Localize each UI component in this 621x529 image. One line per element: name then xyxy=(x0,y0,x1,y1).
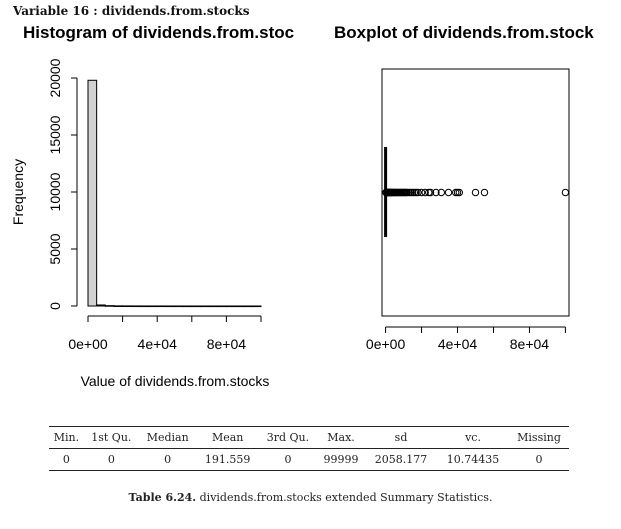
histogram-x-tick-label: 8e+04 xyxy=(207,336,247,352)
histogram-bar xyxy=(191,305,201,308)
variable-title: Variable 16 : dividends.from.stocks xyxy=(13,4,250,18)
histogram-x-tick-label: 0e+00 xyxy=(68,336,108,352)
value-cell: 0 xyxy=(138,448,197,471)
boxplot-outlier xyxy=(417,188,426,197)
histogram-bar xyxy=(243,305,253,308)
histogram-y-tick-label: 10000 xyxy=(47,172,63,211)
histogram-y-tick-label: 0 xyxy=(47,302,63,310)
variable-name: dividends.from.stocks xyxy=(101,4,250,18)
histogram-xlabel: Value of dividends.from.stocks xyxy=(81,373,270,389)
histogram-bar xyxy=(182,305,193,308)
boxplot-outlier xyxy=(432,188,440,197)
boxplot-x-tick-label: 0e+00 xyxy=(366,336,406,352)
table-caption: Table 6.24. dividends.from.stocks extend… xyxy=(0,491,621,504)
value-cell: 2058.177 xyxy=(365,448,438,471)
caption-label: Table 6.24. xyxy=(128,491,197,504)
value-cell: 0 xyxy=(83,448,139,471)
histogram-bar xyxy=(208,305,219,308)
histogram-title: Histogram of dividends.from.stoc xyxy=(23,23,294,42)
boxplot-x-tick-label: 4e+04 xyxy=(438,336,478,352)
boxplot: 0e+00 4e+04 8e+04 xyxy=(366,68,570,352)
histogram-bar xyxy=(217,305,227,308)
value-cell: 0 xyxy=(509,448,569,471)
table-row: 0 0 0 191.559 0 99999 2058.177 10.74435 … xyxy=(49,448,569,471)
header-cell: 1st Qu. xyxy=(83,426,139,449)
boxplot-outlier xyxy=(455,188,464,197)
boxplot-outlier xyxy=(444,188,453,197)
histogram-bar xyxy=(130,305,141,308)
boxplot-outlier xyxy=(471,188,480,197)
header-cell: 3rd Qu. xyxy=(258,426,318,449)
histogram-bar xyxy=(96,304,106,307)
boxplot-outlier xyxy=(437,188,446,197)
histogram-x-tick-label: 4e+04 xyxy=(138,336,178,352)
boxplot-title: Boxplot of dividends.from.stock xyxy=(334,23,594,42)
value-cell: 0 xyxy=(49,448,84,471)
header-cell: Mean xyxy=(196,426,259,449)
boxplot-outlier xyxy=(561,188,570,197)
value-cell: 99999 xyxy=(317,448,366,471)
histogram-bar xyxy=(174,305,184,308)
boxplot-outlier xyxy=(426,188,435,197)
histogram-y-tick-label: 5000 xyxy=(47,233,63,264)
table-header-row: Min. 1st Qu. Median Mean 3rd Qu. Max. sd… xyxy=(49,426,569,449)
boxplot-x-tick-label: 8e+04 xyxy=(510,336,550,352)
histogram-ylabel: Frequency xyxy=(10,159,26,225)
histogram-bar xyxy=(148,305,158,308)
histogram-bar xyxy=(113,305,124,307)
header-cell: Missing xyxy=(509,426,569,449)
boxplot-outlier xyxy=(414,188,422,197)
histogram-bar xyxy=(225,305,236,308)
summary-statistics-table: Min. 1st Qu. Median Mean 3rd Qu. Max. sd… xyxy=(49,426,569,471)
boxplot-outlier xyxy=(421,188,429,197)
histogram: 0e+00 4e+04 8e+04 0 5000 10000 15000 20000 xyxy=(47,58,262,352)
histogram-bar xyxy=(139,305,150,308)
value-cell: 0 xyxy=(258,448,318,471)
histogram-bar xyxy=(234,305,245,308)
histogram-bar xyxy=(87,79,98,307)
value-cell: 10.74435 xyxy=(437,448,510,471)
histogram-bar xyxy=(199,305,210,308)
caption-text: dividends.from.stocks extended Summary S… xyxy=(199,491,493,504)
header-cell: vc. xyxy=(437,426,510,449)
histogram-bar xyxy=(251,305,262,308)
histogram-bar xyxy=(156,305,167,308)
header-cell: Max. xyxy=(317,426,366,449)
header-cell: Min. xyxy=(49,426,84,449)
histogram-bar xyxy=(104,305,115,307)
histogram-bar xyxy=(122,305,132,308)
plots-canvas: Histogram of dividends.from.stoc 0e+00 4e… xyxy=(10,23,594,389)
header-cell: Median xyxy=(138,426,197,449)
boxplot-outlier xyxy=(480,188,489,197)
histogram-bar xyxy=(165,305,176,308)
histogram-y-tick-label: 20000 xyxy=(47,58,63,97)
value-cell: 191.559 xyxy=(196,448,259,471)
histogram-y-tick-label: 15000 xyxy=(47,115,63,154)
variable-label: Variable 16 : xyxy=(13,4,98,18)
header-cell: sd xyxy=(365,426,438,449)
